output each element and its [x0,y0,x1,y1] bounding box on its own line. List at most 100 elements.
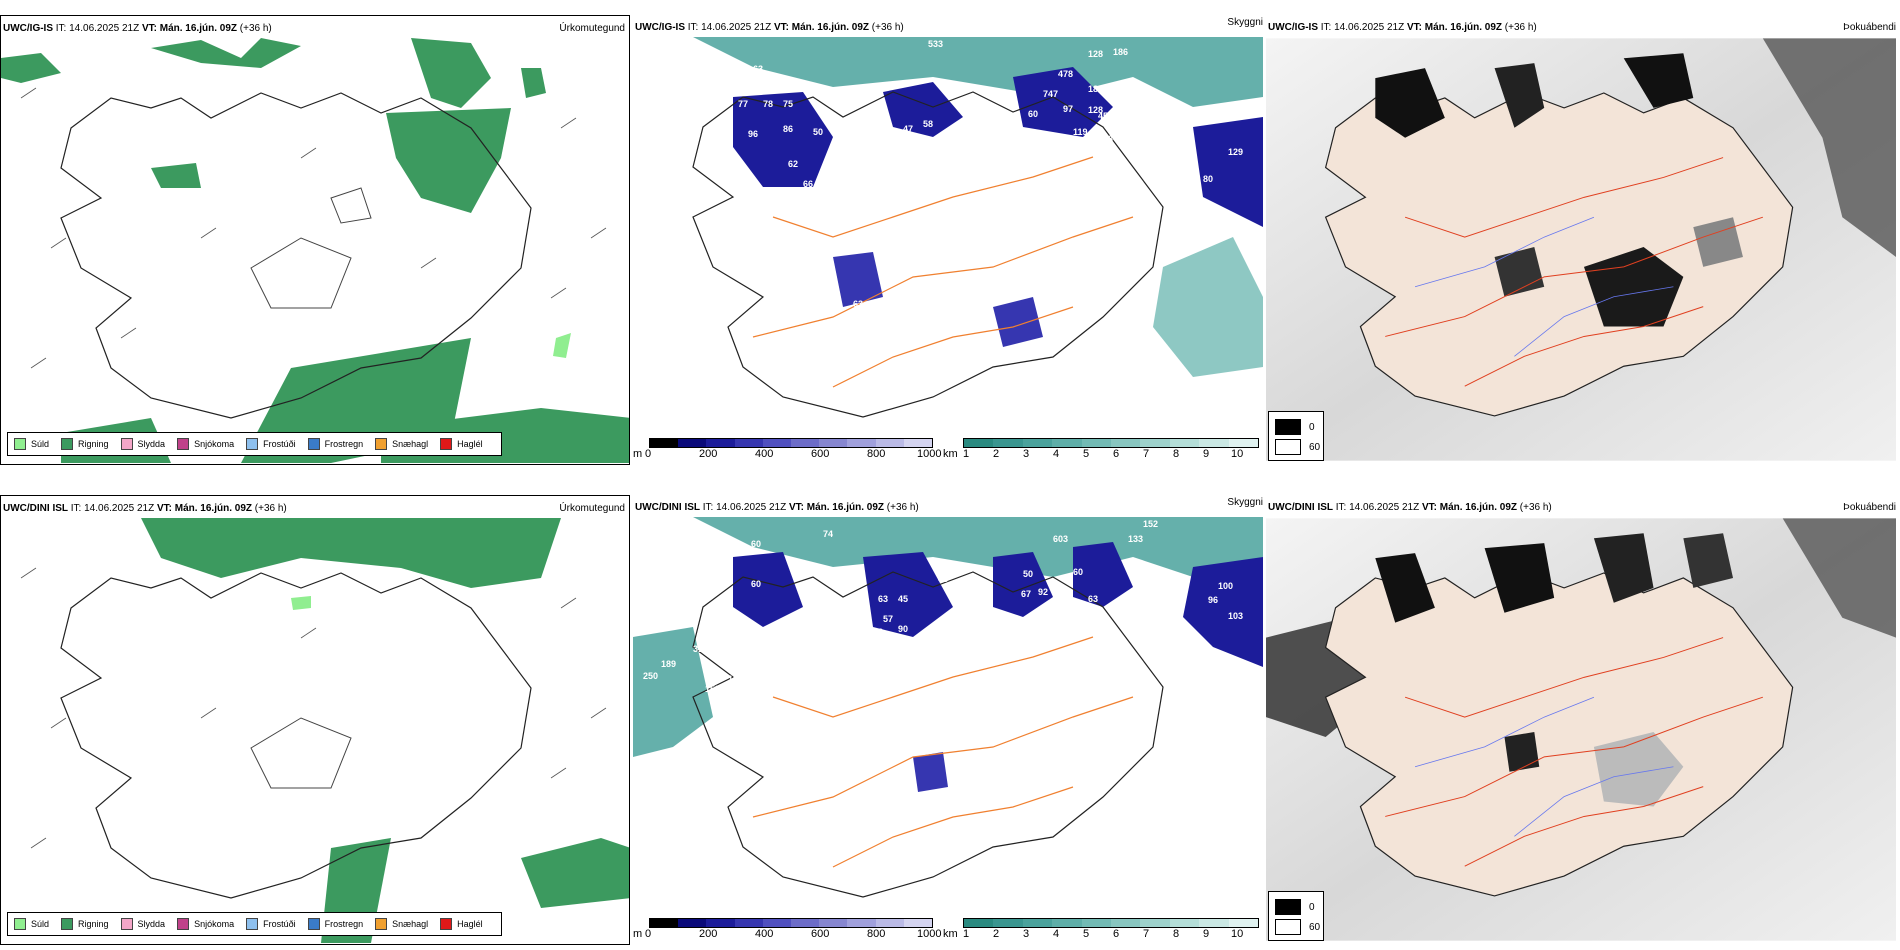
product-type-label: Úrkomutegund [559,23,625,34]
vis-label: 603 [1053,534,1068,544]
legend-item: Frostregn [307,438,363,450]
panel-fog-index-dini: UWC/DINI ISL IT: 14.06.2025 21Z VT: Mán.… [1266,495,1900,945]
vis-label: 48 [938,574,948,584]
vis-label: 58 [923,119,933,129]
colorbar-strip [649,438,933,448]
colorbar-strip [649,918,933,928]
product-type-label: Skyggni [1227,17,1263,28]
vis-label: 50 [813,127,823,137]
legend-swatch [61,918,74,930]
vis-label: 50 [1023,569,1033,579]
vis-label: 67 [1021,589,1031,599]
colorbar-strip [963,438,1259,448]
panel-title: UWC/DINI ISL IT: 14.06.2025 21Z VT: Mán.… [3,503,287,514]
legend-swatch [61,438,74,450]
vis-label: 76 [863,724,873,734]
panel-precip-type-igis: UWC/IG-IS IT: 14.06.2025 21Z VT: Mán. 16… [0,15,630,465]
product-type-label: Skyggni [1227,497,1263,508]
vis-label: 77 [738,99,748,109]
vis-label: 66 [803,179,813,189]
legend-swatch [307,438,320,450]
legend-swatch [177,918,190,930]
vis-label: 92 [1038,587,1048,597]
vis-label: 90 [851,314,861,324]
vis-label: 74 [883,134,893,144]
vis-label: 137 [1243,104,1258,114]
map-precip-type [1,38,629,463]
vis-label: 60 [751,539,761,549]
vis-label: 108 [728,674,743,684]
legend-swatch [14,918,26,930]
vis-label: 250 [643,671,658,681]
legend-row-max: 60 [1275,439,1320,455]
legend-swatch [246,438,259,450]
product-type-label: Þokuábendi [1843,22,1896,33]
vis-label: 60 [1028,109,1038,119]
vis-label: 478 [1058,69,1073,79]
vis-label: 186 [1113,47,1128,57]
legend-item: Rigning [61,918,109,930]
vis-label: 533 [928,39,943,49]
legend-swatch [1275,439,1301,455]
vis-label: 54 [968,564,978,574]
legend-item: Haglél [440,918,483,930]
vis-label: 96 [748,129,758,139]
vis-label: 90 [898,624,908,634]
vis-label: 317 [693,644,708,654]
vis-label: 100 [1218,581,1233,591]
legend-item: Snjókoma [177,918,234,930]
vis-label: 189 [661,659,676,669]
legend-swatch [307,918,320,930]
vis-label: 99 [953,199,963,209]
legend-swatch [14,438,26,450]
vis-label: 129 [1228,147,1243,157]
fog-index-legend: 0 60 [1268,411,1324,461]
vis-label: 74 [823,529,833,539]
legend-row-min: 0 [1275,419,1315,435]
legend-swatch [246,918,259,930]
vis-label: 747 [1043,89,1058,99]
vis-label: 58 [878,159,888,169]
panel-visibility-dini: UWC/DINI ISL IT: 14.06.2025 21Z VT: Mán.… [633,495,1263,945]
vis-label: 63 [878,594,888,604]
map-fog-index [1266,518,1896,941]
vis-label: 65 [1098,759,1108,769]
map-fog-index [1266,38,1896,461]
precip-type-legend: Súld Rigning Slydda Snjókoma Frostúði Fr… [7,912,502,936]
vis-label: 152 [1143,519,1158,529]
vis-label: 452 [1098,111,1113,121]
vis-label: 46 [1053,139,1063,149]
vis-label: 45 [898,594,908,604]
legend-item: Slydda [120,438,165,450]
vis-label: 60 [751,579,761,589]
vis-label: 80 [1203,174,1213,184]
vis-label: 47 [903,124,913,134]
vis-label: 17 [983,269,993,279]
panel-visibility-igis: UWC/IG-IS IT: 14.06.2025 21Z VT: Mán. 16… [633,15,1263,465]
vis-label: 69 [848,179,858,189]
vis-label: 128 [1088,49,1103,59]
legend-swatch [440,438,453,450]
legend-row-max: 60 [1275,919,1320,935]
vis-label: 105 [993,347,1008,357]
vis-label: 76 [978,287,988,297]
vis-label: 523 [1098,134,1113,144]
visibility-m-colorbar: m 0 200 400 600 800 1000 [633,438,943,460]
visibility-km-colorbar: km 1 2 3 4 5 6 7 8 9 10 [943,438,1261,460]
fog-index-legend: 0 60 [1268,891,1324,941]
vis-label: 60 [1073,567,1083,577]
legend-item: Snjókoma [177,438,234,450]
legend-item: Rigning [61,438,109,450]
panel-title: UWC/DINI ISL IT: 14.06.2025 21Z VT: Mán.… [635,502,919,513]
vis-label: 62 [788,159,798,169]
legend-swatch [375,438,388,450]
visibility-m-colorbar: m 0 200 400 600 800 1000 [633,918,943,940]
vis-label: 80 [1003,289,1013,299]
vis-label: 95 [1038,229,1048,239]
vis-label: 45 [983,254,993,264]
panel-title: UWC/IG-IS IT: 14.06.2025 21Z VT: Mán. 16… [1268,22,1537,33]
precip-type-legend: Súld Rigning Slydda Snjókoma Frostúði Fr… [7,432,502,456]
legend-row-min: 0 [1275,899,1315,915]
panel-fog-index-igis: UWC/IG-IS IT: 14.06.2025 21Z VT: Mán. 16… [1266,15,1900,465]
vis-label: 75 [783,99,793,109]
